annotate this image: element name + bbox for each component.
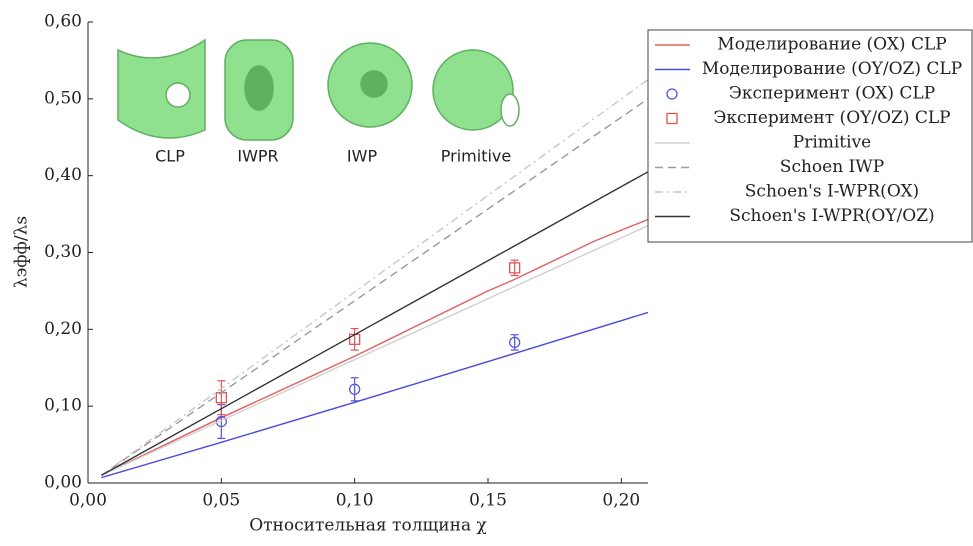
y-tick-label: 0,20 [44,319,82,339]
series-line [101,226,648,476]
series-line [101,219,648,475]
y-tick-label: 0,10 [44,396,82,416]
legend-label: Primitive [793,133,872,153]
clp-shape [118,40,205,138]
iwp-hole [361,71,387,97]
series-line [101,172,648,475]
legend-label: Эксперимент (OY/OZ) CLP [713,108,950,128]
inset-label: IWP [347,147,378,166]
legend-label: Эксперимент (OX) CLP [729,84,935,104]
x-tick-label: 0,15 [469,491,507,511]
series-line [101,80,648,476]
legend-label: Schoen's I-WPR(OY/OZ) [729,206,934,226]
x-axis-label: Относительная толщина χ [249,516,487,536]
primitive-shape [433,50,513,130]
legend-label: Моделирование (OX) CLP [717,35,946,55]
y-tick-label: 0,00 [44,473,82,493]
inset-label: Primitive [441,147,511,166]
inset-shapes [118,40,519,140]
x-tick-label: 0,10 [336,491,374,511]
legend-label: Schoen IWP [780,157,884,177]
series-line [101,312,648,477]
y-tick-label: 0,50 [44,88,82,108]
iwpr-hole [245,66,273,110]
legend-label: Schoen's I-WPR(OX) [745,182,919,202]
y-tick-label: 0,60 [44,12,82,32]
clp-hole [166,83,190,107]
primitive-hole [501,94,519,126]
x-tick-label: 0,05 [202,491,240,511]
x-tick-label: 0,00 [69,491,107,511]
y-tick-label: 0,30 [44,242,82,262]
inset-label: IWPR [237,147,278,166]
chart: CLP IWPR IWP Primitive Относительная тол… [0,0,973,546]
inset-label: CLP [155,147,185,166]
x-tick-label: 0,20 [602,491,640,511]
legend-label: Моделирование (OY/OZ) CLP [702,59,962,79]
y-tick-label: 0,40 [44,165,82,185]
y-axis-label: λэфф/λs [12,216,32,288]
